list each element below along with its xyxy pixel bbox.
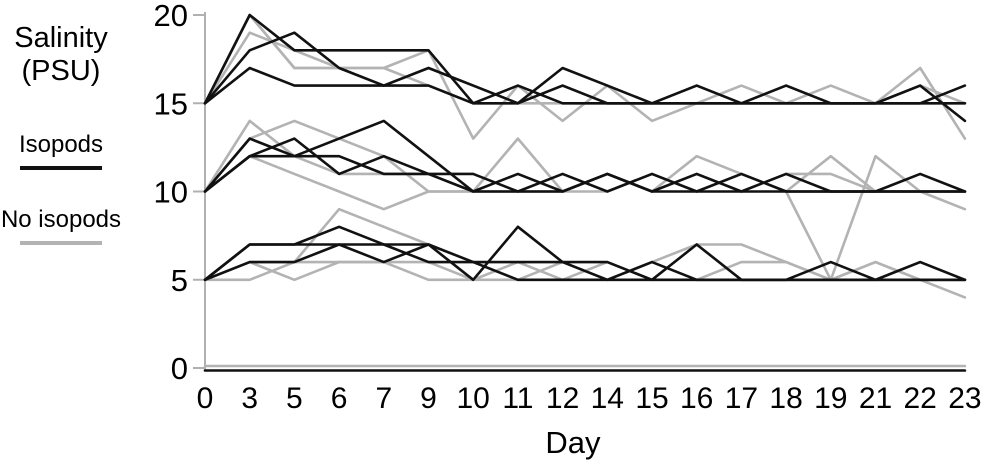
y-tick-label: 10 xyxy=(154,175,188,210)
series-line-isopods-15-r3 xyxy=(203,66,967,105)
y-tick-label: 5 xyxy=(171,263,188,298)
x-tick-label: 22 xyxy=(904,382,937,415)
x-tick-label: 12 xyxy=(546,382,579,415)
x-tick-label: 21 xyxy=(859,382,892,415)
x-tick-label: 14 xyxy=(591,382,624,415)
series-line-isopods-5-r3 xyxy=(203,243,967,282)
series-line-no-isopods-10-r1 xyxy=(203,119,967,282)
legend-label-isopods: Isopods xyxy=(18,131,104,158)
x-tick-label: 11 xyxy=(502,382,533,415)
x-tick-label: 23 xyxy=(948,382,981,415)
x-tick-label: 15 xyxy=(635,382,668,415)
y-tick-label: 0 xyxy=(171,351,188,386)
x-tick-label: 18 xyxy=(769,382,802,415)
y-tick-label: 20 xyxy=(154,0,188,33)
x-tick-label: 7 xyxy=(375,382,392,415)
x-tick-label: 5 xyxy=(286,382,303,415)
legend-entry-no-isopods: No isopods xyxy=(0,206,122,245)
x-tick-label: 6 xyxy=(331,382,348,415)
x-axis-title: Day xyxy=(545,425,601,460)
legend-label-no-isopods: No isopods xyxy=(0,206,122,233)
legend-line-no-isopods xyxy=(20,241,102,245)
x-tick-label: 3 xyxy=(241,382,258,415)
y-axis-title: Salinity (PSU) xyxy=(14,22,108,87)
y-tick-label: 15 xyxy=(154,86,188,121)
series-line-isopods-5-r2 xyxy=(203,225,967,282)
x-tick-label: 0 xyxy=(197,382,214,415)
series-line-isopods-10-r3 xyxy=(203,154,967,193)
x-tick-label: 10 xyxy=(457,382,490,415)
legend-line-isopods xyxy=(20,166,102,170)
x-tick-label: 17 xyxy=(725,382,758,415)
x-tick-label: 19 xyxy=(814,382,847,415)
x-tick-label: 16 xyxy=(680,382,713,415)
legend-entry-isopods: Isopods xyxy=(0,131,122,170)
series-line-no-isopods-10-r2 xyxy=(203,119,967,193)
x-tick-label: 9 xyxy=(420,382,437,415)
chart-left-panel: Salinity (PSU) Isopods No isopods xyxy=(0,0,130,468)
